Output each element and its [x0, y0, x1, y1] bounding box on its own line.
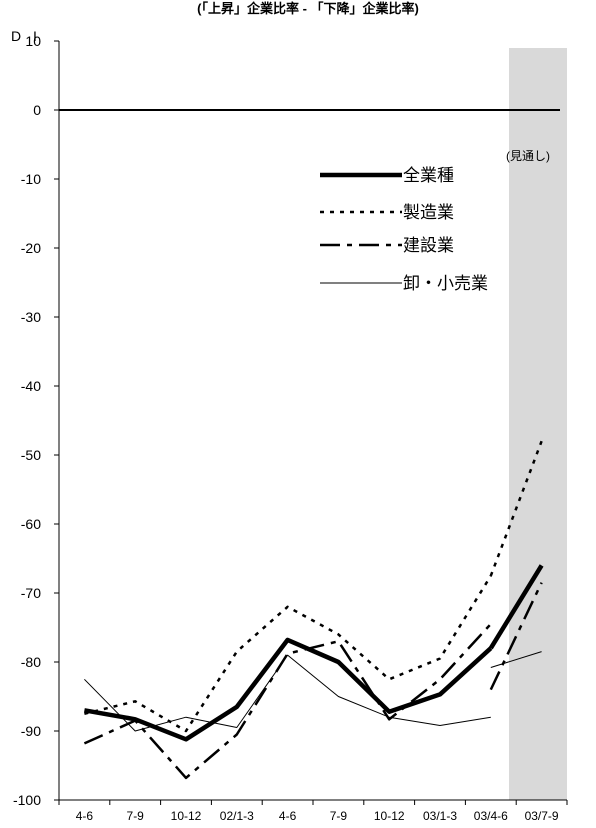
x-tick-label: 10-12: [374, 809, 405, 823]
y-tick-label: -100: [13, 792, 41, 808]
x-tick-label: 4-6: [76, 809, 94, 823]
x-tick-label: 03/1-3: [423, 809, 457, 823]
chart-title: (「上昇」企業比率 - 「下降」企業比率): [197, 1, 419, 16]
y-tick-label: -30: [21, 309, 41, 325]
y-tick-label: -60: [21, 516, 41, 532]
x-tick-label: 7-9: [127, 809, 145, 823]
axis-ticks: 10 0 -10 -20 -30 -40 -50 -60 -70 -80 -90 -100 4-6 7-9…: [13, 33, 567, 823]
x-tick-label: 10-12: [171, 809, 202, 823]
y-tick-label: 10: [25, 33, 41, 49]
series-line-3-segment-1: [84, 624, 490, 778]
y-tick-label: -70: [21, 585, 41, 601]
legend-label: 全業種: [403, 166, 454, 185]
series-lines: [84, 441, 541, 778]
y-tick-label: -10: [21, 171, 41, 187]
x-tick-label: 03/4-6: [474, 809, 508, 823]
x-tick-label: 7-9: [330, 809, 348, 823]
legend-label: 建設業: [403, 236, 454, 255]
x-tick-label: 4-6: [279, 809, 297, 823]
x-tick-label: 02/1-3: [220, 809, 254, 823]
y-tick-label: -90: [21, 723, 41, 739]
y-tick-label: -80: [21, 654, 41, 670]
y-tick-label: -20: [21, 240, 41, 256]
forecast-label: (見通し): [506, 149, 550, 163]
y-tick-label: 0: [33, 102, 41, 118]
y-tick-label: -40: [21, 378, 41, 394]
y-tick-label: -50: [21, 447, 41, 463]
series-line-2-segment-1: [84, 576, 490, 731]
series-line-4-segment-1: [84, 655, 490, 731]
x-tick-label: 03/7-9: [525, 809, 559, 823]
legend-label: 卸・小売業: [403, 274, 488, 293]
legend-label: 製造業: [403, 203, 454, 222]
